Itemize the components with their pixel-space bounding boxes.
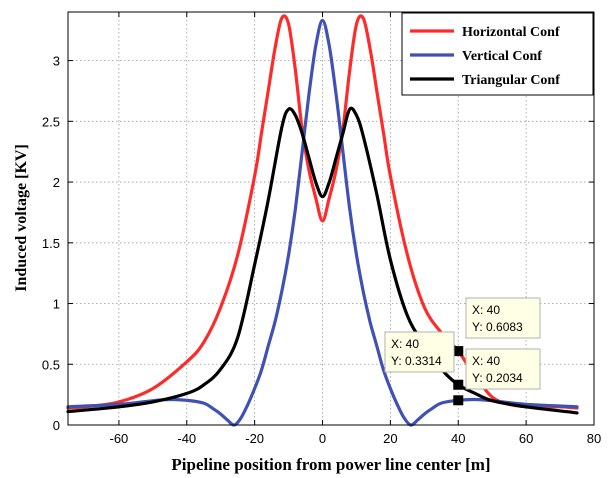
legend-label: Triangular Conf	[462, 73, 560, 88]
datatip-marker[interactable]	[453, 346, 464, 357]
datatip-y-label: Y: 0.2034	[472, 371, 523, 385]
y-tick-label: 0	[53, 418, 60, 433]
legend: Horizontal Conf Vertical Conf Triangular C…	[401, 12, 594, 96]
x-tick-label: -20	[245, 431, 264, 446]
x-tick-label: -40	[177, 431, 196, 446]
legend-label: Vertical Conf	[462, 49, 542, 64]
datatip-x-label: X: 40	[391, 337, 419, 351]
y-tick-label: 2	[53, 175, 60, 190]
y-axis-title: Induced voltage [KV]	[13, 144, 30, 292]
x-axis-title: Pipeline position from power line center…	[171, 455, 490, 474]
datatip-marker[interactable]	[453, 395, 464, 406]
x-tick-label: 60	[519, 431, 533, 446]
y-tick-label: 1.5	[42, 236, 60, 251]
axis-ticks: -60 -40 -20 0 20 40 60 80 0 0.5 1 1.5 2 2.5 3	[42, 12, 601, 446]
plot-frame	[67, 11, 595, 426]
y-tick-label: 3	[53, 54, 60, 69]
datatip-x-label: X: 40	[472, 354, 500, 368]
datatips: X: 40 Y: 0.6083 X: 40 Y: 0.3314 X: 40 Y: 0.20…	[384, 297, 541, 406]
legend-label: Horizontal Conf	[462, 25, 560, 40]
y-tick-label: 1	[53, 297, 60, 312]
vertical-conf-line	[66, 18, 579, 427]
datatip-box	[465, 297, 541, 339]
datatip-box	[384, 331, 455, 373]
x-tick-label: 40	[451, 431, 465, 446]
datatip-y-label: Y: 0.6083	[472, 320, 523, 334]
y-tick-label: 0.5	[42, 357, 60, 372]
x-tick-label: -60	[110, 431, 129, 446]
datatip-y-label: Y: 0.3314	[391, 354, 442, 368]
datatip-marker[interactable]	[453, 379, 464, 390]
x-tick-label: 0	[319, 431, 326, 446]
y-tick-label: 2.5	[42, 114, 60, 129]
x-tick-label: 20	[383, 431, 397, 446]
x-tick-label: 80	[587, 431, 601, 446]
datatip-box	[465, 348, 541, 390]
datatip-x-label: X: 40	[472, 303, 500, 317]
